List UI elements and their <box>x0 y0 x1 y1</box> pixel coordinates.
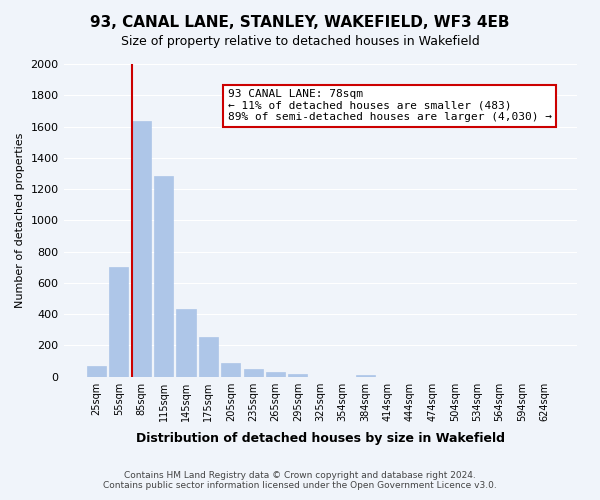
Bar <box>221 363 241 376</box>
Bar <box>131 121 151 376</box>
Bar <box>244 369 263 376</box>
Bar <box>266 372 285 376</box>
Text: Size of property relative to detached houses in Wakefield: Size of property relative to detached ho… <box>121 35 479 48</box>
Bar <box>109 267 128 376</box>
Text: 93 CANAL LANE: 78sqm
← 11% of detached houses are smaller (483)
89% of semi-deta: 93 CANAL LANE: 78sqm ← 11% of detached h… <box>228 89 552 122</box>
Text: 93, CANAL LANE, STANLEY, WAKEFIELD, WF3 4EB: 93, CANAL LANE, STANLEY, WAKEFIELD, WF3 … <box>90 15 510 30</box>
Y-axis label: Number of detached properties: Number of detached properties <box>15 132 25 308</box>
Bar <box>176 308 196 376</box>
Bar <box>154 176 173 376</box>
Bar <box>356 375 374 376</box>
Bar <box>87 366 106 376</box>
Text: Contains HM Land Registry data © Crown copyright and database right 2024.
Contai: Contains HM Land Registry data © Crown c… <box>103 470 497 490</box>
Bar <box>289 374 307 376</box>
Bar <box>199 337 218 376</box>
X-axis label: Distribution of detached houses by size in Wakefield: Distribution of detached houses by size … <box>136 432 505 445</box>
